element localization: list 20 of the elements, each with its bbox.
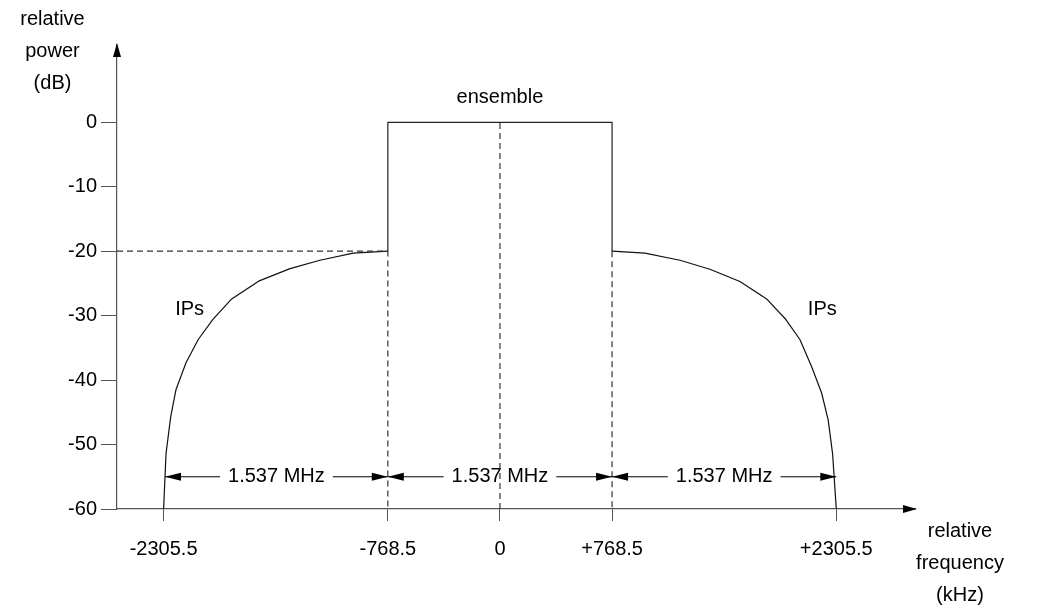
- x-axis-title: relative frequency (kHz): [915, 518, 1005, 607]
- y-axis-title: relative power (dB): [19, 6, 86, 95]
- y-tick-label: -50: [68, 432, 97, 455]
- annotation: IPs: [175, 296, 205, 319]
- y-tick-label: -10: [68, 174, 97, 197]
- annotation: ensemble: [456, 84, 544, 107]
- x-tick-label: +768.5: [581, 536, 643, 559]
- annotation: 1.537 MHz: [451, 464, 549, 487]
- y-tick-label: -60: [68, 496, 97, 519]
- x-tick-label: 0: [494, 536, 506, 559]
- x-tick-label: -768.5: [359, 536, 417, 559]
- x-tick-label: -2305.5: [129, 536, 198, 559]
- annotation: 1.537 MHz: [675, 464, 773, 487]
- y-tick-label: 0: [85, 109, 97, 132]
- annotation: 1.537 MHz: [228, 464, 325, 487]
- y-tick-label: -20: [68, 238, 97, 261]
- y-tick-label: -40: [68, 367, 97, 390]
- y-tick-label: -30: [68, 303, 97, 326]
- annotation: IPs: [807, 296, 837, 319]
- x-tick-label: +2305.5: [799, 536, 873, 559]
